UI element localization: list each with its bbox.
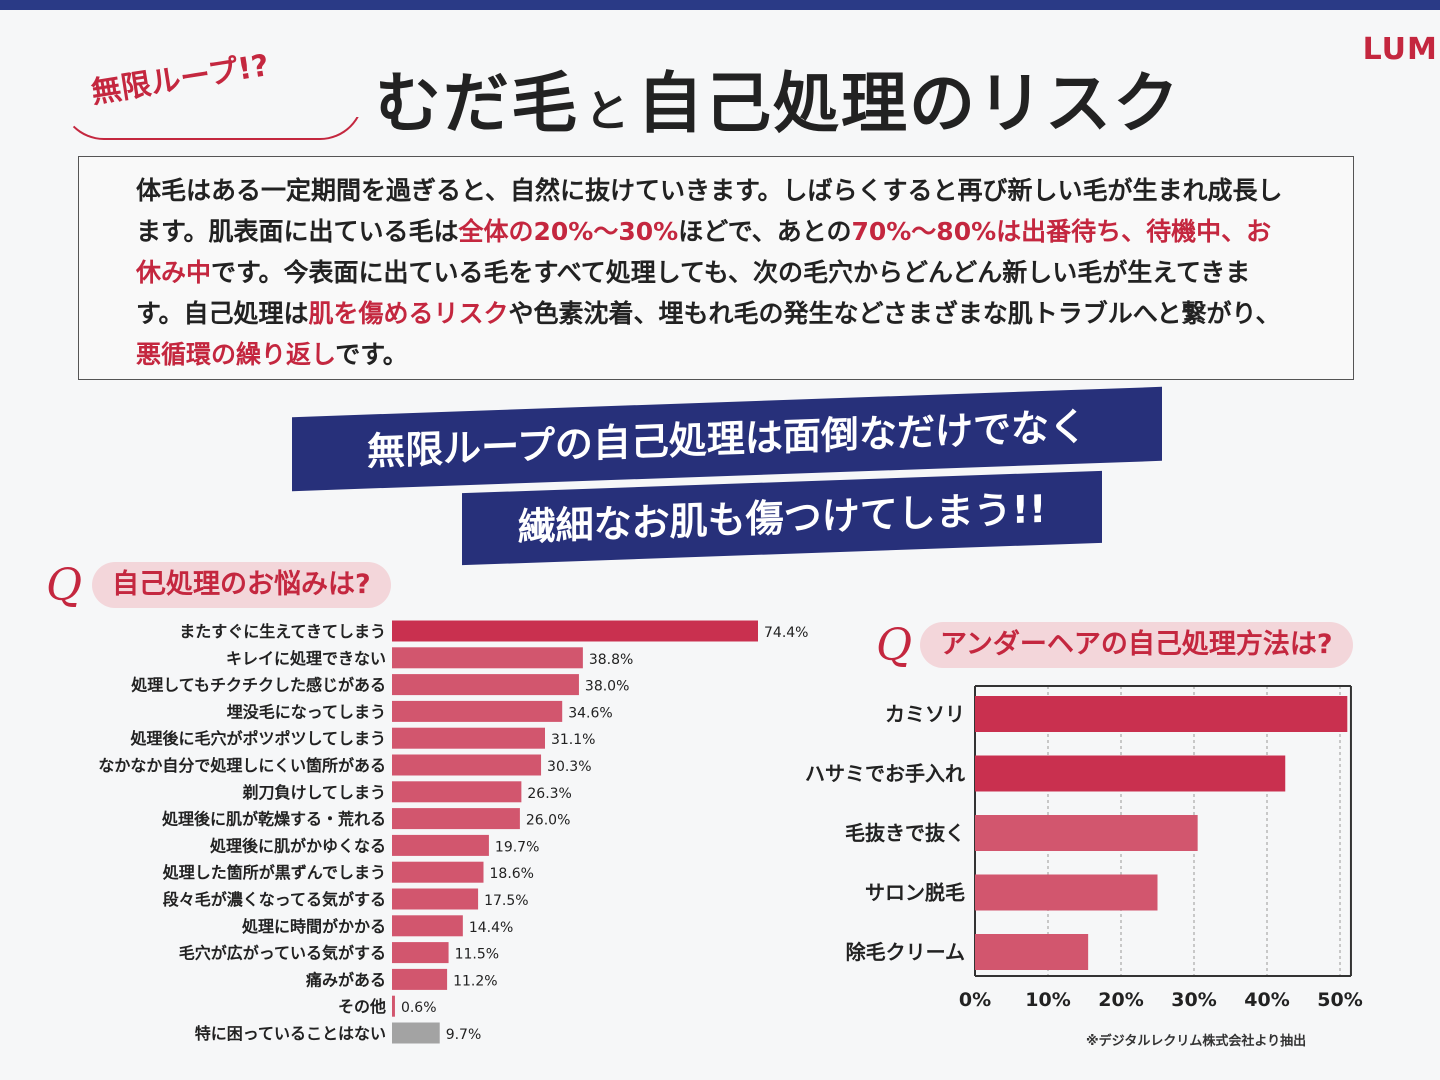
bar [392, 995, 395, 1017]
highlight-text: 全体の20%〜30% [458, 217, 679, 246]
page-title: むだ毛 と自己処理のリスク [375, 50, 1181, 146]
category-label: またすぐに生えてきてしまう [179, 622, 386, 641]
value-label: 0.6% [401, 1000, 437, 1016]
bar [392, 647, 583, 669]
category-label: キレイに処理できない [226, 649, 386, 668]
x-tick-label: 30% [1171, 989, 1216, 1011]
category-label: 埋没毛になってしまう [227, 702, 386, 721]
bar [392, 834, 489, 856]
category-label: 処理後に肌がかゆくなる [210, 836, 386, 855]
category-label: ハサミでお手入れ [805, 762, 965, 786]
chart-methods: 0% 10% 20% 30% 40% 50% カミソリハサミでお手入れ毛抜きで抜くサロン脱毛… [805, 685, 1363, 1011]
category-label: 処理に時間がかかる [242, 917, 386, 936]
value-label: 11.5% [455, 947, 499, 963]
x-tick-label: 40% [1244, 989, 1289, 1011]
category-label: なかなか自分で処理しにくい箇所がある [98, 756, 386, 775]
description-text: 体毛はある一定期間を過ぎると、自然に抜けていきます。しばらくすると再び新しい毛が… [136, 170, 1296, 375]
category-label: 処理した箇所が黒ずんでしまう [163, 863, 386, 882]
category-label: 処理後に毛穴がポツポツしてしまう [130, 729, 386, 748]
value-label: 14.4% [469, 920, 513, 936]
bar [392, 754, 542, 776]
bar [392, 888, 479, 910]
chart2-title: アンダーヘアの自己処理方法は? [920, 622, 1353, 668]
highlight-text: 肌を傷めるリスク [308, 299, 509, 328]
title-part-3: 自己処理のリスク [637, 65, 1181, 142]
bar [975, 815, 1198, 851]
bar [392, 861, 484, 883]
value-label: 38.0% [585, 679, 629, 695]
tag-underline [60, 96, 364, 140]
value-label: 18.6% [490, 866, 534, 882]
value-label: 9.7% [446, 1027, 482, 1043]
q-mark-2: Q [876, 620, 913, 671]
value-label: 30.3% [547, 759, 591, 775]
source-note: ※デジタルレクリム株式会社より抽出 [1086, 1034, 1307, 1049]
category-label: 毛穴が広がっている気がする [179, 944, 386, 963]
title-part-1: むだ毛 [375, 65, 579, 142]
bar [392, 915, 463, 937]
body-text: ほどで、あとの [678, 217, 852, 246]
value-label: 74.4% [764, 625, 808, 641]
q-mark-1: Q [46, 560, 83, 611]
banner-line-2: 繊細なお肌も傷つけてしまう!! [462, 470, 1102, 566]
category-label: 処理後に肌が乾燥する・荒れる [162, 810, 386, 829]
value-label: 26.0% [526, 813, 570, 829]
x-tick-label: 0% [959, 989, 991, 1011]
highlight-text: 70%〜80%は出番待ち、待機中、お休み中 [136, 217, 1272, 287]
description-box [78, 156, 1354, 380]
category-label: 剃刀負けしてしまう [242, 783, 386, 802]
body-text: 体毛はある一定期間を過ぎると、自然に抜けていきます。しばらくすると再び新しい毛が… [136, 176, 1283, 246]
value-label: 19.7% [495, 839, 539, 855]
bar [392, 620, 758, 642]
x-tick-label: 20% [1098, 989, 1143, 1011]
bar [392, 781, 522, 803]
bar [392, 727, 545, 749]
highlight-text: 悪循環の繰り返し [136, 340, 336, 369]
bar [975, 755, 1286, 792]
category-label: 特に困っていることはない [195, 1024, 386, 1043]
category-label: その他 [338, 997, 386, 1016]
category-label: 処理してもチクチクした感じがある [131, 676, 386, 695]
bar [392, 942, 449, 964]
title-part-2: と [585, 86, 631, 137]
category-label: 毛抜きで抜く [845, 821, 965, 845]
value-label: 34.6% [568, 705, 612, 721]
bar [392, 1022, 440, 1044]
bar [392, 808, 520, 830]
value-label: 31.1% [551, 732, 595, 748]
bar [975, 934, 1089, 970]
bar [975, 696, 1348, 732]
category-label: 痛みがある [305, 970, 386, 989]
category-label: カミソリ [885, 702, 965, 726]
value-label: 11.2% [453, 973, 497, 989]
bar [392, 674, 579, 696]
bar [392, 700, 563, 722]
category-label: 段々毛が濃くなってる気がする [163, 890, 386, 909]
chart1-title: 自己処理のお悩みは? [92, 562, 391, 608]
top-bar [0, 0, 1440, 10]
category-label: サロン脱毛 [865, 881, 965, 905]
value-label: 26.3% [527, 786, 571, 802]
x-tick-label: 50% [1317, 989, 1362, 1011]
brand-logo: LUMI [1362, 32, 1440, 67]
bar [975, 874, 1158, 911]
x-tick-label: 10% [1025, 989, 1070, 1011]
body-text: です。今表面に出ている毛をすべて処理しても、次の毛穴からどんどん新しい毛が生えて… [136, 258, 1251, 328]
body-text: や色素沈着、埋もれ毛の発生などさまざまな肌トラブルへと繋がり、 [508, 299, 1281, 328]
category-label: 除毛クリーム [846, 940, 965, 964]
bar [392, 968, 448, 990]
body-text: です。 [335, 340, 408, 369]
value-label: 38.8% [589, 652, 633, 668]
chart-worries: またすぐに生えてきてしまう 74.4% キレイに処理できない 38.8% 処理してもチク… [98, 620, 808, 1044]
value-label: 17.5% [484, 893, 528, 909]
